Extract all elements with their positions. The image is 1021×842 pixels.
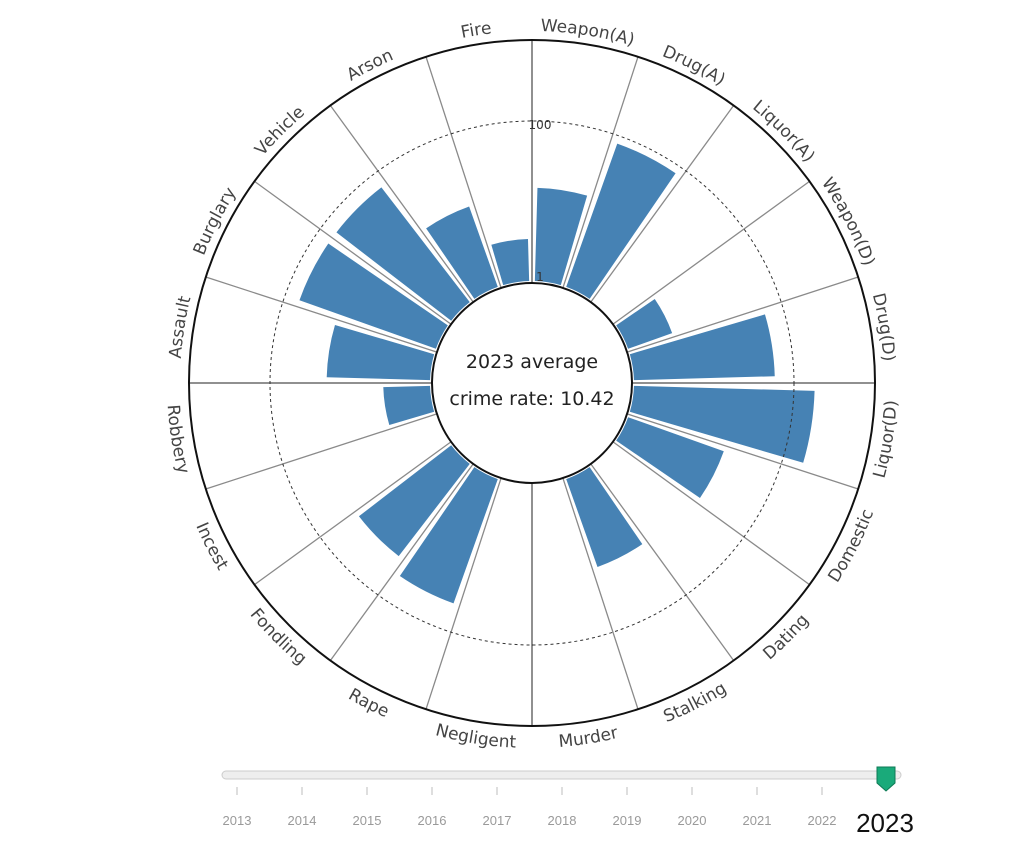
outer-ring [188, 39, 876, 727]
slider-tick-label: 2021 [743, 813, 772, 828]
spoke-line [205, 276, 438, 353]
slider-tick-label: 2019 [613, 813, 642, 828]
spoke-line [590, 105, 735, 303]
spoke-line [626, 413, 859, 490]
spoke-line [425, 56, 502, 289]
slider-tick-label: 2015 [353, 813, 382, 828]
spoke-line [425, 477, 502, 710]
bar-vehicle [336, 187, 470, 321]
spoke-line [254, 180, 452, 325]
center-text-line1: 2023 average [466, 351, 598, 373]
slider-tick-label: 2013 [223, 813, 252, 828]
category-label: Arson [343, 45, 396, 85]
bar-robbery [383, 385, 435, 426]
slider-ticks: 2013 2014 2015 2016 2017 2018 2019 2020 2021 2022 [223, 787, 837, 828]
bar-fire [491, 238, 530, 286]
category-label: Dating [759, 610, 813, 664]
spoke-line [562, 477, 639, 710]
grid-layer [188, 39, 876, 727]
spoke-line [612, 180, 810, 325]
slider-track[interactable] [221, 770, 902, 780]
bar-burglary [299, 243, 448, 349]
category-label: Drug(A) [660, 42, 729, 90]
category-label: Fire [459, 18, 492, 43]
spoke-line [205, 413, 438, 490]
bar-drug-d- [629, 314, 775, 381]
center-text-line2: crime rate: 10.42 [449, 388, 614, 410]
radial-tick-label: 100 [529, 118, 552, 132]
bar-domestic [616, 417, 724, 499]
inner-circle [431, 282, 633, 484]
spoke-line [612, 441, 810, 586]
center-group: 2023 average crime rate: 10.42 [431, 282, 633, 484]
bars-layer [299, 143, 815, 604]
category-label: Incest [191, 520, 232, 574]
category-label: Liquor(A) [749, 96, 819, 166]
slider-tick-label: 2022 [808, 813, 837, 828]
spoke-line [329, 105, 474, 303]
category-label: Robbery [163, 404, 194, 476]
category-label: Burglary [190, 184, 241, 258]
spoke-line [329, 463, 474, 661]
slider-tick-label: 2016 [418, 813, 447, 828]
bar-assault [326, 325, 435, 381]
bar-drug-a- [566, 143, 676, 299]
category-label: Rape [345, 685, 392, 722]
radial-tick-label: 1 [536, 270, 544, 284]
bar-stalking [566, 467, 643, 567]
category-label: Stalking [661, 678, 731, 727]
slider-tick-label: 2017 [483, 813, 512, 828]
bar-weapon-d- [616, 298, 673, 349]
spoke-line [590, 463, 735, 661]
slider-handle[interactable] [876, 766, 896, 792]
slider-tick-label: 2018 [548, 813, 577, 828]
bar-fondling [358, 445, 470, 557]
category-label: Weapon(D) [817, 174, 878, 269]
bar-arson [426, 206, 498, 299]
bar-liquor-d- [629, 385, 815, 463]
year-slider[interactable]: 2013 2014 2015 2016 2017 2018 2019 2020 2021 2022… [221, 766, 914, 838]
slider-tick-label: 2020 [678, 813, 707, 828]
radial-ticks-layer: 1 100 [529, 118, 552, 284]
category-label: Murder [558, 723, 620, 752]
spoke-line [626, 276, 859, 353]
ring-100 [269, 120, 795, 646]
bar-rape [399, 467, 498, 604]
spoke-line [562, 56, 639, 289]
slider-tick-label: 2014 [288, 813, 317, 828]
slider-current-value: 2023 [856, 808, 914, 838]
bar-weapon-a- [534, 187, 588, 286]
spoke-line [254, 441, 452, 586]
category-label: Drug(D) [868, 291, 898, 362]
